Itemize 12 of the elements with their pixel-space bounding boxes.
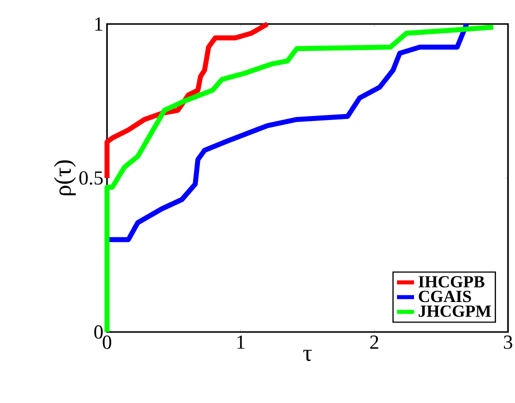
legend-label: IHCGPB	[418, 276, 484, 288]
x-tick-label: 0	[102, 336, 112, 349]
y-tick-label: 1	[95, 17, 102, 31]
y-axis-title: ρ(τ)	[54, 160, 76, 196]
legend-label: CGAIS	[418, 290, 471, 302]
x-tick-label: 3	[504, 336, 512, 349]
x-tick-label: 1	[237, 336, 244, 349]
y-tick-label: 0.5	[79, 171, 103, 185]
x-tick-label: 2	[370, 336, 378, 349]
x-axis-title: τ	[303, 350, 312, 362]
legend-label: JHCGPM	[418, 305, 491, 317]
y-tick-label: 0	[94, 325, 103, 339]
